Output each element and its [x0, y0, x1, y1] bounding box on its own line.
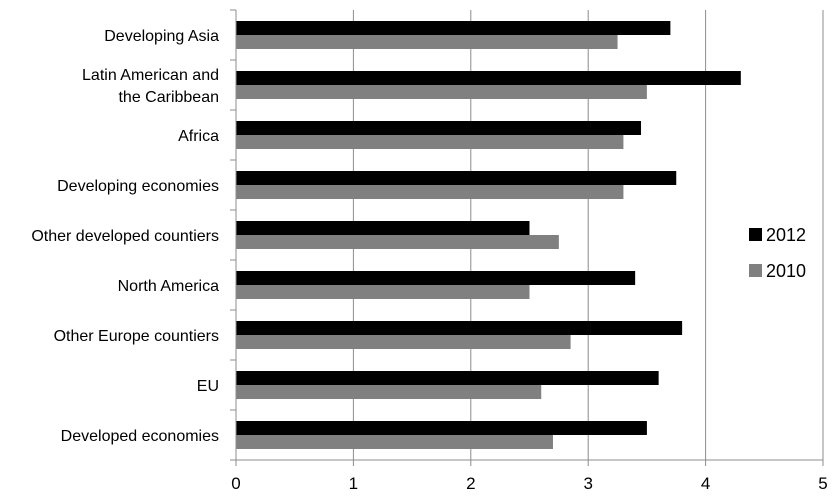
- bar-2012: [236, 171, 677, 185]
- bar-2010: [236, 185, 624, 199]
- category-label: Developed economies: [61, 428, 219, 445]
- bar-2010: [236, 35, 618, 49]
- bar-2010: [236, 435, 553, 449]
- bar-2010: [236, 285, 530, 299]
- x-tick-label: 4: [701, 474, 710, 493]
- bar-2012: [236, 321, 683, 335]
- category-labels: Developing Asia Latin American and the Car…: [31, 28, 219, 445]
- category-label: Developing economies: [57, 178, 219, 195]
- legend-swatch-2012: [749, 228, 762, 241]
- x-tick-label: 1: [349, 474, 358, 493]
- legend-swatch-2010: [749, 264, 762, 277]
- bar-2012: [236, 121, 642, 135]
- legend: 2012 2010: [749, 225, 806, 281]
- bar-2010: [236, 235, 559, 249]
- category-label: North America: [118, 278, 219, 295]
- category-label: Developing Asia: [104, 28, 219, 45]
- bar-2010: [236, 135, 624, 149]
- legend-label-2010: 2010: [766, 261, 806, 281]
- x-tick-label: 5: [818, 474, 827, 493]
- bar-2012: [236, 421, 647, 435]
- x-tick-labels: 0 1 2 3 4 5: [231, 474, 827, 493]
- bar-2012: [236, 21, 671, 35]
- axes: [230, 9, 824, 466]
- category-label: Other Europe countiers: [54, 328, 219, 345]
- bar-2010: [236, 335, 571, 349]
- bars: [236, 21, 741, 449]
- legend-label-2012: 2012: [766, 225, 806, 245]
- x-tick-label: 2: [466, 474, 475, 493]
- bar-2010: [236, 85, 647, 99]
- category-label: the Caribbean: [118, 89, 219, 106]
- category-label: Africa: [178, 128, 219, 145]
- bar-2012: [236, 71, 741, 85]
- bar-2012: [236, 221, 530, 235]
- x-tick-label: 3: [583, 474, 592, 493]
- bar-2012: [236, 271, 636, 285]
- bar-2012: [236, 371, 659, 385]
- x-tick-label: 0: [231, 474, 240, 493]
- bar-2010: [236, 385, 542, 399]
- category-label: Latin American and: [82, 67, 219, 84]
- category-label: EU: [197, 378, 219, 395]
- category-label: Other developed countiers: [31, 228, 219, 245]
